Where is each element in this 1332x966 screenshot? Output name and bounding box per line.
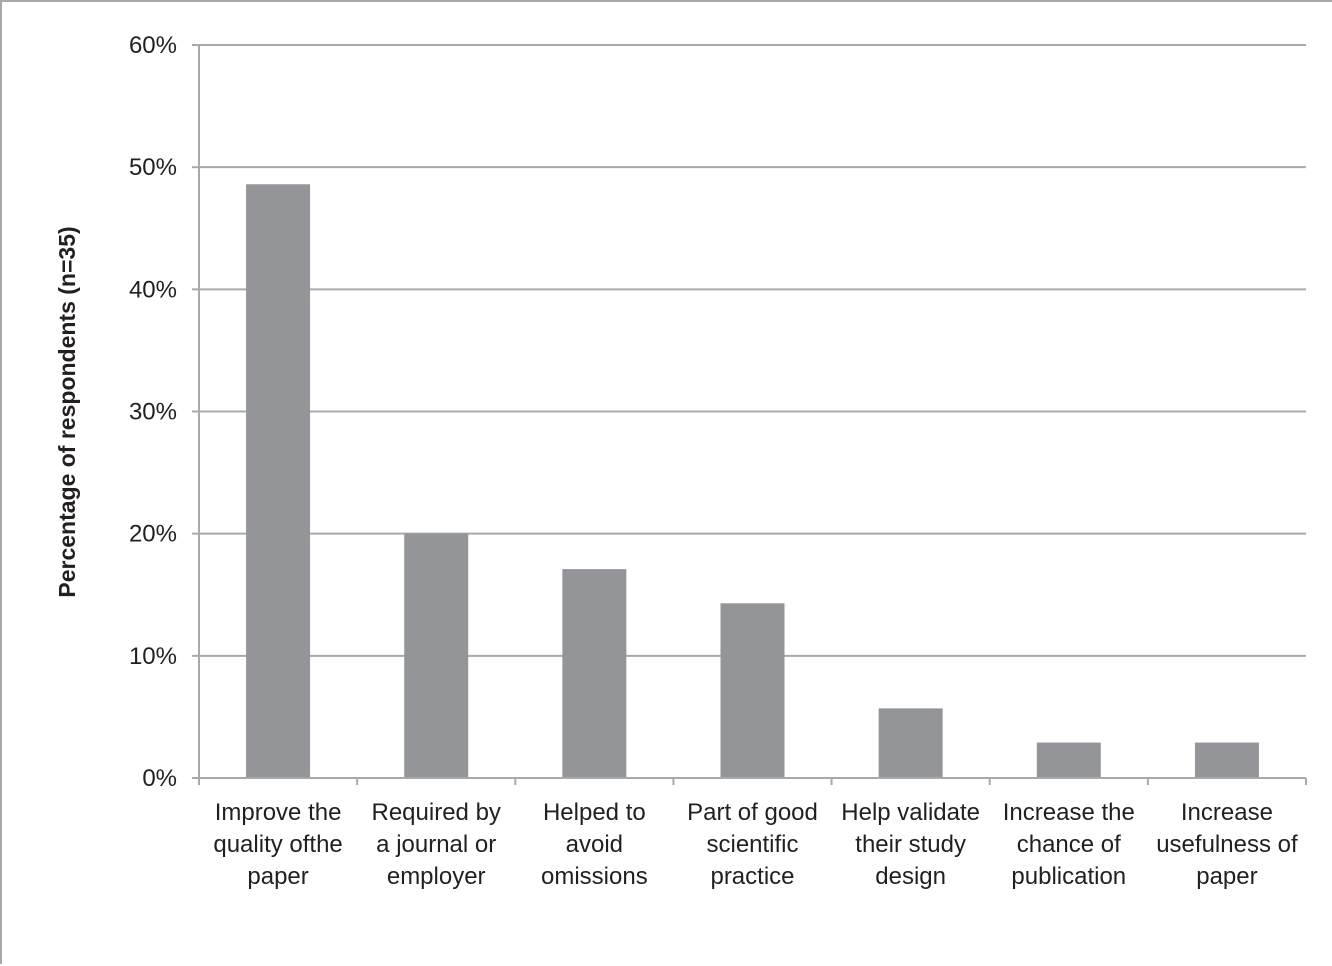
grid-lines xyxy=(199,44,1306,657)
y-tick-labels: 0% 10% 20% 30% 40% 50% 60% xyxy=(129,32,177,792)
x-category-label: Helped to xyxy=(543,799,646,826)
x-category-label: Required by xyxy=(372,799,501,826)
x-category-label: Part of good xyxy=(687,799,818,826)
bar xyxy=(1194,742,1259,778)
x-category-label: paper xyxy=(1196,863,1257,890)
x-category-label: their study xyxy=(855,831,966,858)
x-category-label: avoid xyxy=(566,831,623,858)
x-category-labels: Improve the quality ofthe paper Required by… xyxy=(213,799,1298,890)
x-category-label: employer xyxy=(387,863,486,890)
bar xyxy=(404,533,469,778)
x-category-label: omissions xyxy=(541,863,648,890)
y-tick-label: 40% xyxy=(129,276,177,303)
bar xyxy=(562,569,627,778)
x-category-label: Help validate xyxy=(841,799,980,826)
bars xyxy=(246,184,1259,778)
y-tick-label: 50% xyxy=(129,154,177,181)
bar xyxy=(1036,742,1101,778)
y-tick-label: 30% xyxy=(129,399,177,426)
x-category-label: practice xyxy=(710,863,794,890)
x-category-label: quality ofthe xyxy=(213,831,342,858)
x-category-label: scientific xyxy=(706,831,798,858)
x-category-label: Increase xyxy=(1181,799,1273,826)
y-tick-label: 60% xyxy=(129,32,177,59)
y-tick-label: 0% xyxy=(142,765,177,792)
y-axis-label: Percentage of respondents (n=35) xyxy=(54,226,80,597)
x-category-label: a journal or xyxy=(376,831,496,858)
x-category-label: Increase the xyxy=(1003,799,1135,826)
x-category-label: usefulness of xyxy=(1156,831,1298,858)
bar xyxy=(878,708,943,778)
x-category-label: design xyxy=(875,863,946,890)
x-category-label: Improve the xyxy=(215,799,342,826)
x-category-label: publication xyxy=(1011,863,1126,890)
bar xyxy=(720,603,785,778)
bar xyxy=(246,184,311,778)
y-tick-label: 20% xyxy=(129,521,177,548)
y-tick-label: 10% xyxy=(129,643,177,670)
axes xyxy=(192,44,1307,785)
x-category-label: paper xyxy=(247,863,308,890)
x-category-label: chance of xyxy=(1017,831,1121,858)
